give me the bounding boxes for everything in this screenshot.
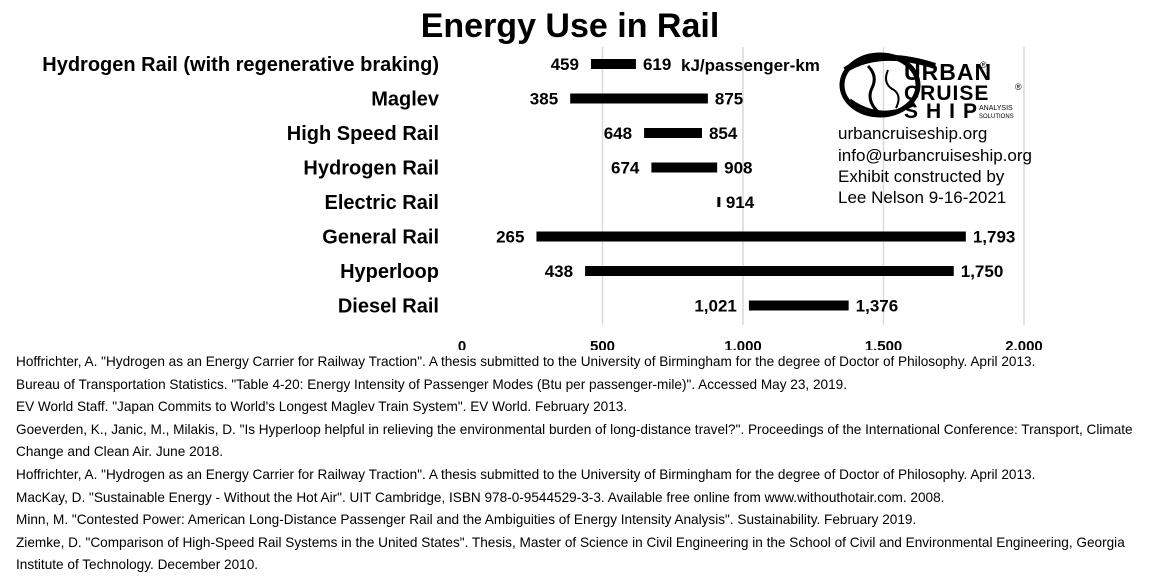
category-label: General Rail: [322, 227, 439, 249]
category-label: Maglev: [371, 89, 440, 111]
range-bar: [570, 93, 708, 104]
category-label: High Speed Rail: [287, 123, 439, 145]
high-value-label: 854: [709, 124, 738, 143]
range-bar: [590, 59, 636, 69]
info-author-date: Lee Nelson 9-16-2021: [838, 188, 1006, 207]
range-bar: [717, 197, 721, 207]
range-bar: [748, 300, 849, 311]
low-value-label: 385: [530, 90, 558, 109]
category-label: Hyperloop: [340, 261, 439, 283]
references: Hoffrichter, A. "Hydrogen as an Energy C…: [16, 351, 1151, 577]
reference-item: Minn, M. "Contested Power: American Long…: [16, 512, 917, 528]
low-value-label: 674: [611, 159, 640, 178]
info-credit: Exhibit constructed by: [838, 167, 1005, 186]
info-website: urbancruiseship.org: [838, 124, 987, 143]
unit-label: kJ/passenger-km: [681, 56, 820, 75]
high-value-label: 1,793: [973, 228, 1016, 247]
logo-tag-2: SOLUTIONS: [979, 114, 1014, 120]
reference-item: Goeverden, K., Janic, M., Milakis, D. "I…: [16, 421, 1133, 460]
low-value-label: 1,021: [694, 297, 737, 316]
logo-reg-2: ®: [1015, 82, 1022, 92]
urban-cruise-ship-logo: URBAN ® CRUISE ® SHIP ANALYSIS SOLUTIONS: [839, 52, 1022, 123]
x-tick-label: 2,000: [1005, 338, 1043, 350]
logo-tag-1: ANALYSIS: [979, 105, 1013, 112]
x-tick-label: 0: [458, 338, 466, 350]
logo-reg: ®: [980, 60, 987, 70]
high-value-label: 908: [724, 159, 752, 178]
low-value-label: 265: [496, 228, 524, 247]
chart-title: Energy Use in Rail: [421, 7, 720, 45]
reference-item: Hoffrichter, A. "Hydrogen as an Energy C…: [16, 354, 1036, 369]
category-label: Hydrogen Rail (with regenerative braking…: [42, 54, 439, 76]
high-value-label: 875: [715, 90, 743, 109]
category-label: Hydrogen Rail: [303, 158, 439, 180]
low-value-label: 438: [545, 262, 573, 281]
category-labels: Hydrogen Rail (with regenerative braking…: [42, 54, 440, 318]
high-value-label: 619: [643, 55, 671, 74]
x-tick-label: 500: [590, 338, 615, 350]
logo-line-2: CRUISE: [904, 82, 989, 105]
range-bar: [536, 231, 966, 242]
range-bar: [651, 162, 718, 173]
category-label: Diesel Rail: [338, 296, 439, 318]
info-email: info@urbancruiseship.org: [838, 146, 1032, 165]
bar-series: [536, 59, 966, 311]
high-value-label: 914: [726, 193, 755, 212]
reference-item: Ziemke, D. "Comparison of High-Speed Rai…: [16, 534, 1125, 573]
value-labels: 459 619 385 875 648 854 674 908 914 265 1,793 438 1,…: [496, 55, 1015, 316]
range-bar: [644, 128, 702, 138]
grid-lines: [601, 47, 1025, 325]
category-label: Electric Rail: [324, 192, 439, 214]
logo-line-1: URBAN: [904, 59, 992, 85]
x-tick-label: 1,000: [724, 338, 762, 350]
reference-item: EV World Staff. "Japan Commits to World'…: [16, 399, 628, 415]
globe-icon: [839, 52, 936, 118]
logo-line-3: SHIP: [904, 100, 985, 123]
reference-item: Hoffrichter, A. "Hydrogen as an Energy C…: [16, 466, 1036, 482]
reference-item: MacKay, D. "Sustainable Energy - Without…: [16, 489, 945, 505]
energy-use-chart: Energy Use in Rail Hydrogen Rail (with r…: [42, 7, 1043, 350]
low-value-label: 459: [551, 55, 579, 74]
x-axis-ticks: 0 500 1,000 1,500 2,000: [458, 338, 1043, 350]
reference-item: Bureau of Transportation Statistics. "Ta…: [16, 376, 847, 392]
high-value-label: 1,750: [961, 262, 1004, 281]
high-value-label: 1,376: [856, 297, 899, 316]
range-bar: [585, 266, 954, 276]
low-value-label: 648: [604, 124, 632, 143]
x-tick-label: 1,500: [865, 338, 903, 350]
